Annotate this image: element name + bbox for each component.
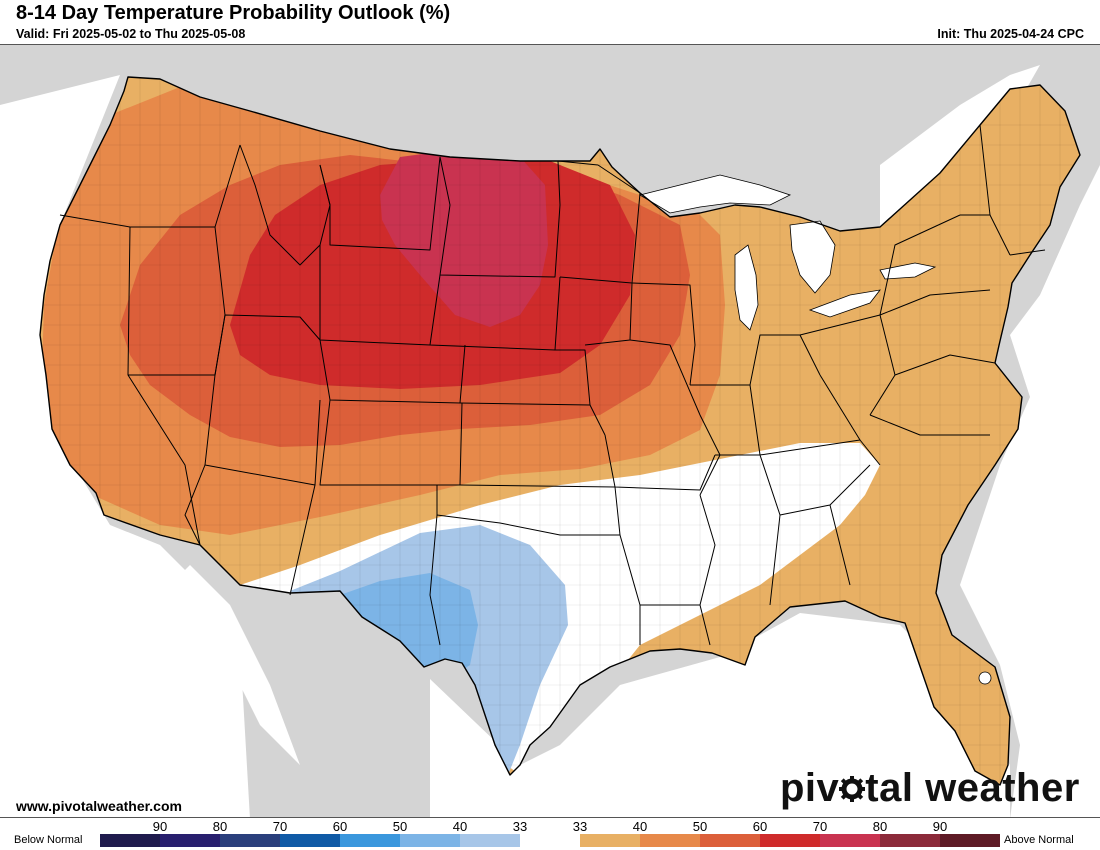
- gulf-of-mexico: [430, 613, 1010, 817]
- brand-text-end: tal weather: [865, 766, 1080, 810]
- gear-icon: [839, 776, 866, 802]
- legend-swatch: [640, 834, 700, 847]
- lake-ontario: [879, 262, 937, 280]
- legend-swatch: [340, 834, 400, 847]
- website-url[interactable]: www.pivotalweather.com: [16, 798, 182, 814]
- legend-swatch: [220, 834, 280, 847]
- legend-tick-label: 90: [932, 819, 948, 834]
- legend-swatch: [580, 834, 640, 847]
- brand-text-start: piv: [780, 766, 840, 810]
- lake-erie: [808, 289, 881, 318]
- valid-period: Valid: Fri 2025-05-02 to Thu 2025-05-08: [16, 27, 246, 41]
- legend-tick-label: 60: [332, 819, 348, 834]
- map-header: 8-14 Day Temperature Probability Outlook…: [0, 0, 1100, 44]
- legend-tick-label: 70: [812, 819, 828, 834]
- legend-swatch: [820, 834, 880, 847]
- county-lines: [40, 77, 1080, 785]
- pivotal-weather-logo: piv tal weather: [780, 766, 1080, 811]
- map-title: 8-14 Day Temperature Probability Outlook…: [16, 2, 451, 24]
- atlantic-ocean: [960, 165, 1100, 817]
- legend-tick-label: 60: [752, 819, 768, 834]
- legend-swatch: [100, 834, 160, 847]
- legend-tick-label: 90: [152, 819, 168, 834]
- legend-swatch: [280, 834, 340, 847]
- outlook-map[interactable]: [0, 44, 1100, 818]
- zone-below-50: [340, 573, 478, 685]
- legend-swatch: [400, 834, 460, 847]
- legend-tick-label: 70: [272, 819, 288, 834]
- lake-okeechobee: [978, 671, 992, 685]
- gulf-of-california: [180, 565, 300, 765]
- state-borders: [39, 76, 1081, 786]
- legend-swatch: [460, 834, 520, 847]
- legend-tick-label: 33: [512, 819, 528, 834]
- legend-swatch: [760, 834, 820, 847]
- legend-tick-label: 33: [572, 819, 588, 834]
- legend-swatch: [880, 834, 940, 847]
- legend-swatch: [160, 834, 220, 847]
- zone-above-80: [380, 149, 548, 327]
- legend-above-label: Above Normal: [1004, 834, 1074, 846]
- legend-swatch: [940, 834, 1000, 847]
- great-lakes: [638, 174, 937, 331]
- color-legend: Below Normal Above Normal 90 80 70 60 50 40 33…: [0, 818, 1100, 850]
- legend-tick-label: 50: [692, 819, 708, 834]
- legend-swatch: [520, 834, 580, 847]
- legend-tick-label: 80: [212, 819, 228, 834]
- legend-swatch: [700, 834, 760, 847]
- lake-superior: [638, 174, 792, 214]
- legend-tick-label: 40: [632, 819, 648, 834]
- legend-tick-label: 40: [452, 819, 468, 834]
- legend-below-label: Below Normal: [14, 834, 83, 846]
- legend-tick-label: 50: [392, 819, 408, 834]
- pacific-ocean: [0, 75, 250, 817]
- legend-tick-label: 80: [872, 819, 888, 834]
- lake-michigan: [734, 244, 759, 331]
- init-time: Init: Thu 2025-04-24 CPC: [937, 27, 1084, 41]
